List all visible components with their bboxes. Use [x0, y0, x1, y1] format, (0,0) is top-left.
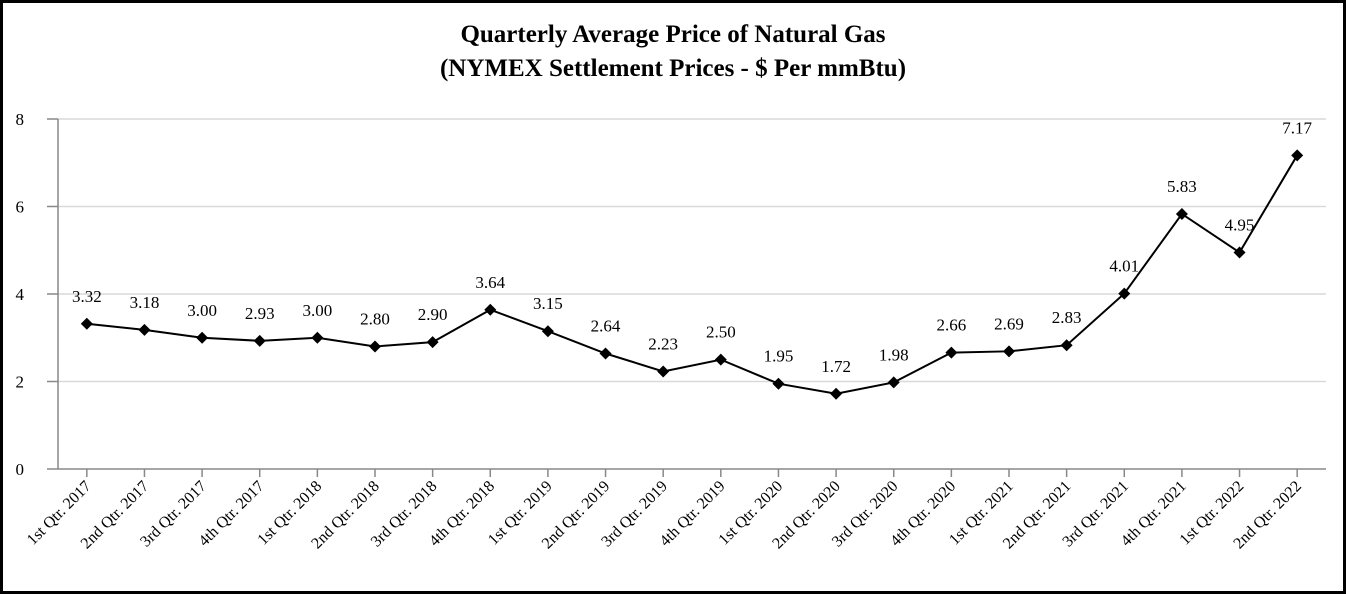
data-point-marker [887, 376, 900, 389]
series-line [86, 154, 1299, 395]
data-point-marker [657, 365, 670, 378]
data-label: 2.66 [936, 316, 966, 335]
data-label: 1.98 [879, 345, 909, 364]
data-label: 3.00 [187, 301, 217, 320]
chart-title: Quarterly Average Price of Natural Gas [460, 21, 885, 48]
data-label: 4.01 [1109, 257, 1139, 276]
data-point-marker [484, 303, 497, 316]
data-point-marker [1291, 149, 1304, 162]
data-point-marker [1118, 287, 1131, 300]
data-label: 3.00 [302, 301, 332, 320]
data-label: 2.93 [245, 304, 275, 323]
data-point-marker [830, 387, 843, 400]
data-point-marker [945, 346, 958, 359]
data-point-marker [1003, 345, 1015, 358]
data-point-marker [426, 336, 439, 349]
data-label: 2.80 [360, 310, 390, 329]
data-label: 3.64 [475, 273, 505, 292]
data-point-marker [253, 334, 266, 347]
y-tick-label: 8 [16, 110, 25, 129]
data-label: 2.69 [994, 314, 1024, 333]
data-point-marker [772, 377, 785, 390]
data-point-marker [541, 325, 554, 338]
data-point-marker [1175, 207, 1188, 220]
data-point-marker [599, 347, 612, 360]
data-point-marker [369, 340, 381, 353]
y-tick-label: 6 [16, 198, 25, 217]
data-point-marker [138, 323, 151, 336]
data-point-marker [1233, 246, 1246, 259]
data-label: 3.18 [130, 293, 160, 312]
data-point-marker [714, 353, 727, 366]
data-point-marker [1060, 339, 1073, 352]
data-point-marker [311, 331, 324, 344]
data-point-marker [196, 331, 209, 344]
y-tick-label: 0 [16, 460, 25, 479]
data-label: 1.72 [821, 357, 851, 376]
data-label: 5.83 [1167, 177, 1197, 196]
data-label: 3.32 [72, 287, 102, 306]
y-tick-label: 2 [16, 373, 25, 392]
data-label: 3.15 [533, 294, 563, 313]
data-label: 2.64 [591, 317, 621, 336]
line-chart: Quarterly Average Price of Natural Gas (… [16, 21, 1326, 552]
data-point-marker [80, 317, 93, 330]
data-label: 2.83 [1052, 308, 1082, 327]
y-tick-label: 4 [16, 285, 25, 304]
data-label: 2.90 [418, 305, 448, 324]
data-label: 1.95 [764, 347, 794, 366]
data-label: 7.17 [1282, 118, 1312, 137]
data-label: 4.95 [1225, 215, 1255, 234]
data-label: 2.23 [648, 334, 678, 353]
chart-subtitle: (NYMEX Settlement Prices - $ Per mmBtu) [440, 55, 906, 82]
data-label: 2.50 [706, 323, 736, 342]
